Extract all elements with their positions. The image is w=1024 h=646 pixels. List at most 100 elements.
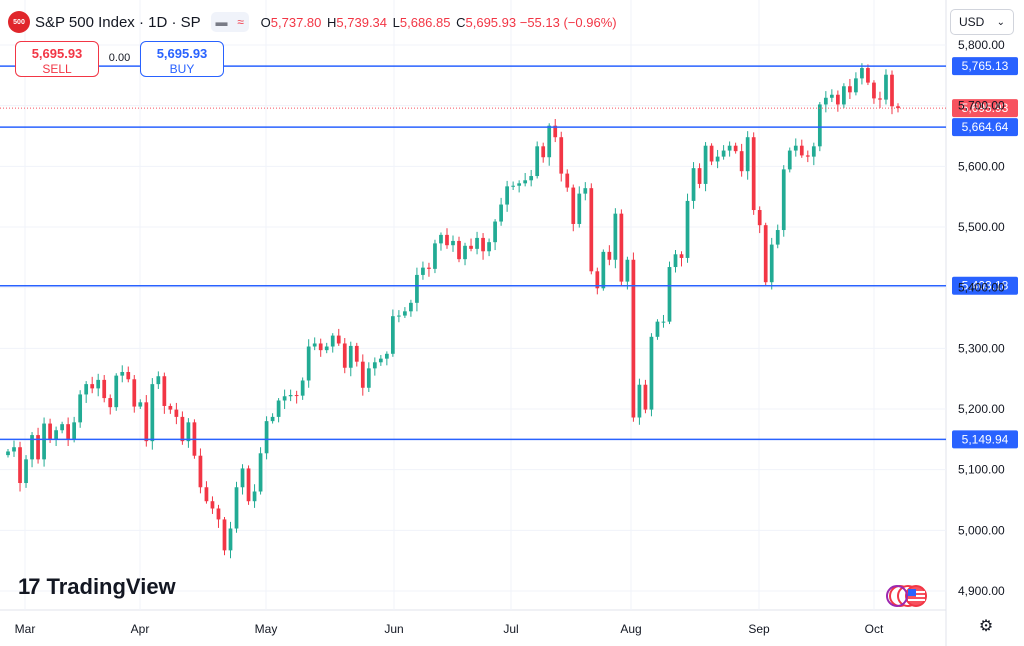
x-tick-label: Jul [503, 622, 518, 636]
candle-body [793, 145, 798, 151]
candle-body [78, 394, 83, 423]
close-label: C [456, 14, 466, 30]
candle-body [96, 379, 101, 389]
tradingview-logo[interactable]: 17 TradingView [18, 573, 176, 601]
candle-body [66, 424, 70, 440]
candle-body [342, 343, 347, 368]
symbol-badge[interactable]: 500 [8, 11, 30, 33]
candle [589, 183, 594, 275]
candle-body [391, 316, 395, 354]
gear-icon[interactable]: ⚙ [978, 618, 994, 635]
time-axis: Mar Apr May Jun Jul Aug Sep Oct [15, 622, 884, 636]
sell-button[interactable]: 5,695.93 SELL [15, 41, 99, 77]
candle [529, 169, 534, 187]
candle [739, 143, 744, 177]
candle-body [739, 151, 744, 172]
last-price-label: 5,695.93 [962, 101, 1009, 115]
candle-body [631, 259, 636, 418]
candle [12, 440, 16, 457]
candle-body [102, 379, 107, 399]
candle-body [607, 251, 612, 260]
candle [264, 416, 269, 460]
candle-body [595, 271, 600, 289]
currency-select[interactable]: USD ⌄ [950, 9, 1014, 35]
candle [234, 481, 239, 533]
open-value: 5,737.80 [270, 14, 322, 30]
candle-body [324, 346, 329, 351]
candle-body [523, 180, 528, 184]
candle [607, 245, 612, 266]
candle [805, 150, 810, 163]
candle-body [625, 259, 630, 282]
candle-body [517, 183, 522, 186]
x-tick-label: Oct [865, 622, 884, 636]
candle [643, 379, 648, 414]
candle-body [637, 384, 642, 418]
candle-body [817, 104, 822, 147]
candle-body [823, 97, 828, 105]
candle [90, 376, 95, 394]
candle-body [433, 243, 437, 269]
y-tick-label: 5,100.00 [958, 463, 1005, 477]
grid [0, 0, 947, 646]
high-value: 5,739.34 [336, 14, 388, 30]
candle [36, 427, 40, 464]
candle [535, 141, 540, 179]
candle-body [601, 251, 606, 289]
open-label: O [260, 14, 271, 30]
candle-body [114, 375, 119, 408]
candle-body [174, 409, 179, 417]
candle-body [372, 362, 377, 369]
candle [884, 69, 888, 105]
candle [787, 147, 792, 173]
candle [294, 390, 299, 404]
wave-icon: ≈ [237, 15, 244, 29]
candle-body [348, 345, 353, 368]
candle-body [541, 146, 546, 158]
candle-body [667, 267, 672, 322]
candle-body [451, 240, 455, 246]
buy-button[interactable]: 5,695.93 BUY [140, 41, 224, 77]
candle-body [571, 187, 576, 224]
symbol-title[interactable]: S&P 500 Index · 1D · SP [35, 13, 201, 31]
candle-body [583, 188, 588, 194]
candle-body [282, 396, 287, 401]
candle-body [336, 335, 341, 344]
candle [727, 141, 732, 157]
us-flag-icon[interactable] [886, 585, 932, 607]
candle-body [775, 230, 780, 245]
candle-body [547, 125, 552, 158]
candle [421, 261, 425, 280]
candles [6, 63, 900, 559]
candle [114, 373, 119, 411]
candle-body [415, 274, 419, 303]
candle [228, 521, 233, 559]
candle [721, 145, 726, 160]
horizontal-levels: 5,765.13 5,664.64 5,403.18 5,149.94 5,695.93 [0, 57, 1018, 449]
candle-body [210, 501, 215, 509]
candle [409, 299, 413, 317]
candle [300, 377, 305, 400]
candle-body [397, 315, 401, 317]
candle [469, 238, 473, 252]
candle-body [439, 234, 443, 244]
candle-body [42, 423, 46, 460]
candle [775, 224, 780, 249]
candle [397, 310, 401, 323]
candle [240, 464, 245, 495]
candle-body [643, 384, 648, 410]
candle [571, 184, 576, 232]
candle-body [709, 145, 714, 162]
candle [360, 354, 365, 396]
candle [463, 242, 467, 266]
candle [391, 309, 395, 357]
candle [769, 237, 774, 290]
candle-body [878, 98, 882, 100]
candle-body [330, 335, 335, 347]
sell-label: SELL [42, 62, 72, 76]
indicator-toggle-button[interactable]: ▬ ≈ [210, 12, 249, 32]
candle [655, 319, 660, 340]
candle [631, 252, 636, 422]
candle-body [18, 447, 22, 484]
